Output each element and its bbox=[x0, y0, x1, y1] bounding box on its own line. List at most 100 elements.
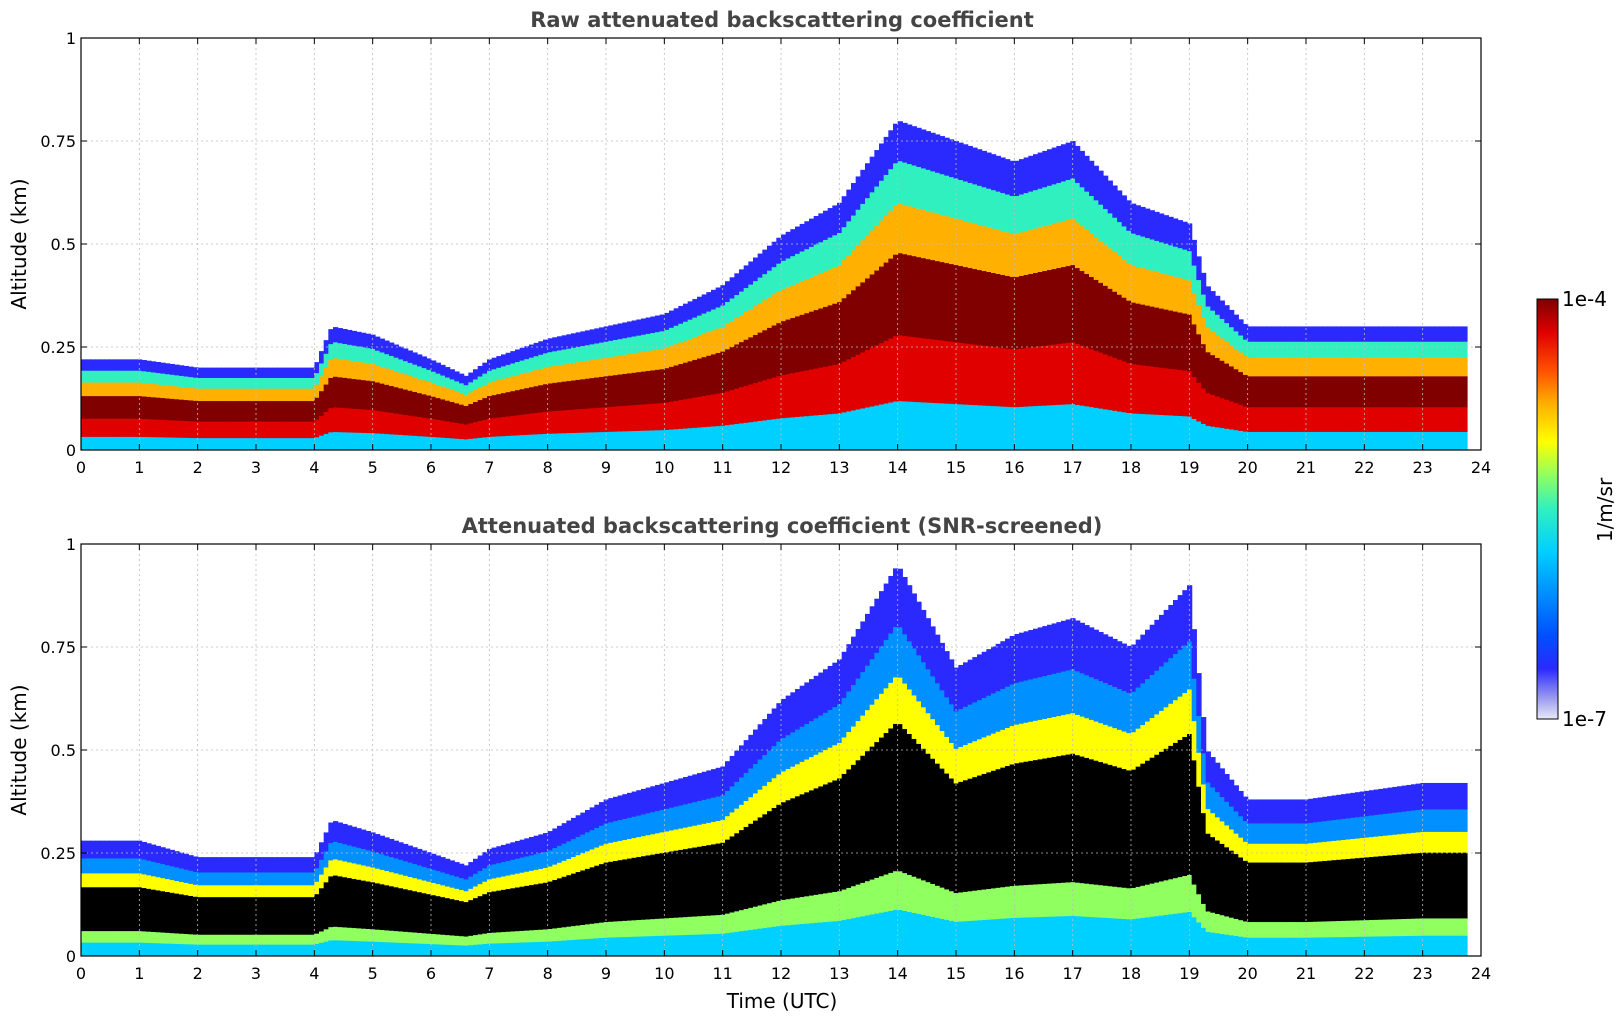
heatmap-cell bbox=[930, 718, 936, 759]
heatmap-cell bbox=[1042, 758, 1048, 884]
heatmap-cell bbox=[823, 749, 829, 785]
heatmap-cell bbox=[1061, 754, 1067, 883]
heatmap-cell bbox=[1383, 357, 1389, 377]
heatmap-cell bbox=[561, 940, 567, 957]
heatmap-cell bbox=[109, 886, 115, 932]
heatmap-cell bbox=[328, 407, 334, 433]
heatmap-cell bbox=[1201, 812, 1207, 904]
heatmap-cell bbox=[337, 822, 343, 844]
heatmap-cell bbox=[538, 433, 544, 451]
heatmap-cell bbox=[1182, 875, 1188, 913]
heatmap-cell bbox=[1439, 808, 1445, 832]
heatmap-cell bbox=[753, 928, 759, 957]
heatmap-cell bbox=[375, 852, 381, 869]
heatmap-cell bbox=[1191, 292, 1197, 325]
heatmap-cell bbox=[1369, 919, 1375, 937]
heatmap-cell bbox=[267, 944, 273, 957]
heatmap-cell bbox=[1126, 769, 1132, 889]
heatmap-cell bbox=[627, 792, 633, 818]
heatmap-cell bbox=[1112, 686, 1118, 729]
heatmap-cell bbox=[785, 319, 791, 375]
heatmap-cell bbox=[193, 856, 199, 872]
heatmap-cell bbox=[1289, 341, 1295, 358]
heatmap-cell bbox=[141, 436, 147, 451]
heatmap-cell bbox=[673, 850, 679, 918]
heatmap-cell bbox=[986, 649, 992, 696]
heatmap-cell bbox=[715, 796, 721, 821]
heatmap-cell bbox=[109, 382, 115, 397]
heatmap-cell bbox=[575, 379, 581, 410]
heatmap-cell bbox=[613, 406, 619, 432]
heatmap-cell bbox=[323, 384, 329, 413]
heatmap-cell bbox=[473, 897, 479, 936]
heatmap-cell bbox=[113, 872, 119, 888]
heatmap-cell bbox=[617, 323, 623, 340]
heatmap-cell bbox=[827, 781, 833, 893]
heatmap-cell bbox=[1205, 306, 1211, 328]
heatmap-cell bbox=[1210, 394, 1216, 427]
y-tick-label: 1 bbox=[66, 29, 76, 48]
heatmap-cell bbox=[1406, 810, 1412, 834]
heatmap-cell bbox=[1000, 729, 1006, 768]
heatmap-cell bbox=[1429, 375, 1435, 408]
heatmap-cell bbox=[799, 685, 805, 727]
heatmap-cell bbox=[281, 388, 287, 402]
heatmap-cell bbox=[1009, 406, 1015, 451]
heatmap-cell bbox=[911, 647, 917, 696]
heatmap-cell bbox=[995, 768, 1001, 888]
heatmap-cell bbox=[1140, 236, 1146, 269]
heatmap-cell bbox=[384, 837, 390, 856]
heatmap-cell bbox=[127, 930, 133, 943]
heatmap-cell bbox=[1238, 919, 1244, 937]
heatmap-cell bbox=[753, 906, 759, 930]
heatmap-cell bbox=[454, 862, 460, 877]
heatmap-cell bbox=[99, 382, 105, 397]
heatmap-cell bbox=[715, 425, 721, 451]
heatmap-cell bbox=[1411, 431, 1417, 451]
heatmap-cell bbox=[1331, 819, 1337, 841]
heatmap-cell bbox=[127, 840, 133, 859]
heatmap-cell bbox=[911, 593, 917, 649]
heatmap-cell bbox=[1107, 288, 1113, 357]
heatmap-cell bbox=[272, 871, 278, 886]
heatmap-cell bbox=[627, 336, 633, 355]
heatmap-cell bbox=[1462, 808, 1468, 832]
heatmap-cell bbox=[1271, 357, 1277, 377]
heatmap-cell bbox=[300, 884, 306, 898]
x-tick-label: 7 bbox=[484, 458, 494, 477]
heatmap-cell bbox=[823, 892, 829, 923]
heatmap-cell bbox=[832, 662, 838, 708]
heatmap-cell bbox=[365, 865, 371, 882]
heatmap-cell bbox=[207, 421, 213, 439]
heatmap-cell bbox=[1168, 657, 1174, 704]
heatmap-cell bbox=[1369, 341, 1375, 358]
heatmap-cell bbox=[1126, 918, 1132, 957]
heatmap-cell bbox=[1187, 585, 1193, 642]
heatmap-cell bbox=[729, 835, 735, 913]
heatmap-cell bbox=[1443, 406, 1449, 432]
heatmap-cell bbox=[1322, 341, 1328, 358]
heatmap-cell bbox=[907, 689, 913, 735]
heatmap-cell bbox=[1238, 856, 1244, 921]
y-tick-label: 1 bbox=[66, 535, 76, 554]
heatmap-cell bbox=[431, 853, 437, 870]
heatmap-cell bbox=[575, 432, 581, 451]
heatmap-cell bbox=[855, 176, 861, 210]
heatmap-cell bbox=[1308, 822, 1314, 844]
heatmap-cell bbox=[1411, 852, 1417, 919]
heatmap-cell bbox=[216, 944, 222, 957]
heatmap-cell bbox=[174, 893, 180, 934]
heatmap-cell bbox=[1135, 728, 1141, 767]
heatmap-cell bbox=[1378, 919, 1384, 937]
heatmap-cell bbox=[533, 385, 539, 414]
heatmap-cell bbox=[776, 773, 782, 805]
heatmap-cell bbox=[1271, 326, 1277, 342]
heatmap-cell bbox=[1215, 816, 1221, 841]
heatmap-cell bbox=[351, 360, 357, 380]
heatmap-cell bbox=[132, 395, 138, 419]
heatmap-cell bbox=[888, 910, 894, 957]
heatmap-cell bbox=[1289, 921, 1295, 938]
heatmap-cell bbox=[1112, 917, 1118, 957]
heatmap-cell bbox=[1285, 375, 1291, 408]
heatmap-cell bbox=[790, 317, 796, 374]
